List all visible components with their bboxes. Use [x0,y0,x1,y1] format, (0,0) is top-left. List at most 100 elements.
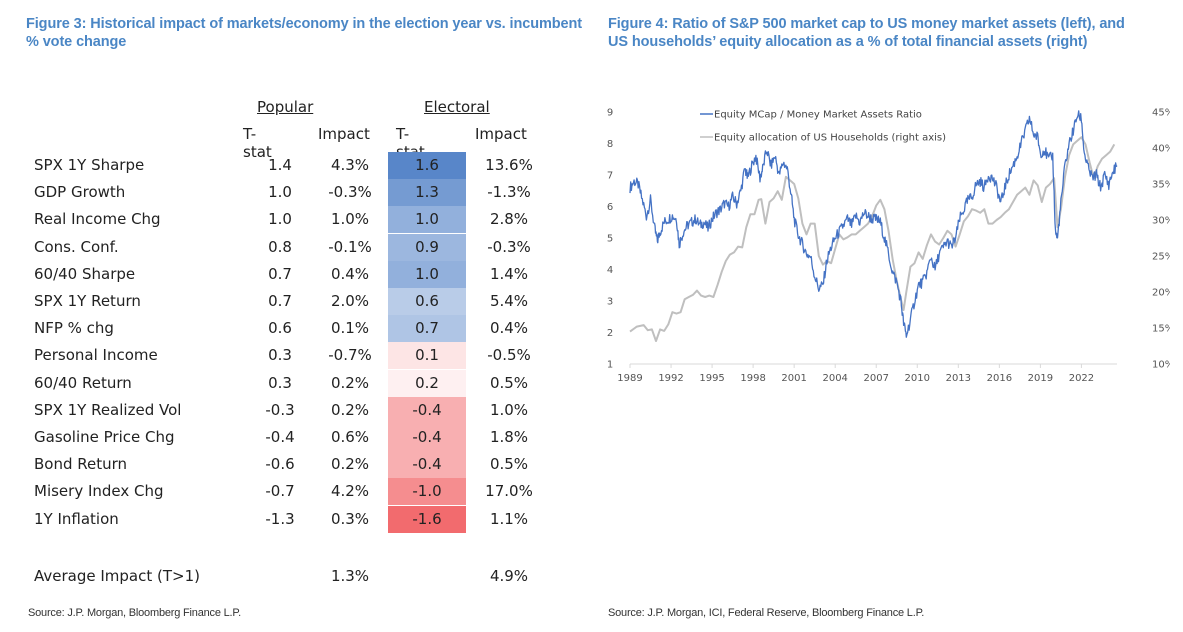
popular-tstat: -0.4 [265,428,295,446]
row-label: Bond Return [34,455,128,474]
x-tick-label: 2004 [822,373,847,384]
table-row: GDP Growth 1.0 -0.3% 1.3 -1.3% [28,179,548,207]
popular-impact: 0.1% [330,319,370,338]
series-layer [629,110,1118,342]
electoral-impact: 13.6% [485,156,533,174]
popular-tstat: 1.4 [268,156,292,174]
table-row: Gasoline Price Chg -0.4 0.6% -0.4 1.8% [28,424,548,451]
row-label: 60/40 Sharpe [34,264,136,283]
series-line-mcap-ratio [629,110,1118,338]
figure-4-source: Source: J.P. Morgan, ICI, Federal Reserv… [608,607,925,619]
popular-tstat: -1.3 [265,509,295,528]
row-label: 1Y Inflation [34,509,119,528]
table-row: Real Income Chg 1.0 1.0% 1.0 2.8% [28,206,548,234]
x-tick-label: 1989 [617,373,642,384]
popular-impact: 4.2% [330,482,370,501]
col-header-electoral-impact: Impact [475,125,527,143]
popular-impact: 1.0% [330,210,370,229]
popular-tstat: -0.7 [265,482,295,501]
electoral-tstat: -1.6 [388,505,466,533]
popular-impact: 4.3% [330,156,370,174]
popular-impact: 2.0% [330,292,370,310]
table-row: SPX 1Y Realized Vol -0.3 0.2% -0.4 1.0% [28,396,548,424]
x-tick-label: 2010 [905,373,930,384]
y-right-tick-label: 45% [1152,108,1170,119]
row-label: Cons. Conf. [34,237,119,256]
popular-tstat: 0.7 [268,292,292,310]
average-impact-row: Average Impact (T>1) 1.3% 4.9% [28,567,548,594]
legend: Equity MCap / Money Market Assets Ratio … [700,110,946,144]
col-header-popular-tstat: T-stat [243,125,272,161]
electoral-tstat: 1.6 [388,152,466,179]
electoral-tstat: 0.2 [388,369,466,397]
y-left-tick-label: 1 [607,360,613,371]
electoral-impact: 0.5% [489,373,529,392]
popular-impact: 0.6% [330,428,370,446]
table-row: Misery Index Chg -0.7 4.2% -1.0 17.0% [28,478,548,506]
y-left-tick-label: 2 [607,328,613,339]
y-left-tick-label: 6 [607,202,613,213]
popular-impact: -0.3% [328,183,372,202]
series-line-household-allocation [629,136,1116,342]
popular-impact: -0.7% [328,346,372,365]
electoral-tstat: 1.0 [388,206,466,234]
popular-tstat: 1.0 [268,210,292,229]
electoral-tstat: 1.3 [388,179,466,207]
y-left-tick-label: 4 [607,265,613,276]
popular-tstat: 0.8 [268,237,292,256]
x-tick-label: 2022 [1069,373,1094,384]
table-row: 60/40 Return 0.3 0.2% 0.2 0.5% [28,369,548,397]
x-tick-label: 2001 [781,373,806,384]
row-label: SPX 1Y Realized Vol [34,400,182,419]
electoral-tstat: -0.4 [388,396,466,424]
figure-3-title: Figure 3: Historical impact of markets/e… [26,16,582,50]
electoral-tstat: -0.4 [388,424,466,451]
y-left-tick-label: 7 [607,171,613,182]
x-tick-label: 1992 [658,373,683,384]
table-row: SPX 1Y Sharpe 1.4 4.3% 1.6 13.6% [28,152,548,179]
row-label: Gasoline Price Chg [34,428,175,446]
y-right-tick-label: 20% [1152,288,1170,299]
x-tick-label: 1998 [740,373,765,384]
electoral-impact: 5.4% [489,292,529,310]
y-left-tick-label: 3 [607,297,613,308]
average-popular-impact: 1.3% [330,567,370,585]
electoral-tstat: -0.4 [388,451,466,479]
electoral-tstat: 0.6 [388,288,466,315]
right-y-axis: 10% 15% 20% 25% 30% 35% 40% 45% [1152,108,1170,371]
electoral-impact: -1.3% [487,183,531,202]
popular-impact: 0.4% [330,264,370,283]
x-tick-label: 2013 [946,373,971,384]
y-left-tick-label: 8 [607,139,613,150]
row-label: 60/40 Return [34,373,132,392]
row-label: GDP Growth [34,183,126,202]
popular-tstat: 0.6 [268,319,292,338]
popular-tstat: 1.0 [268,183,292,202]
electoral-impact: 1.8% [489,428,529,446]
y-right-tick-label: 40% [1152,144,1170,155]
table-row: SPX 1Y Return 0.7 2.0% 0.6 5.4% [28,288,548,315]
electoral-tstat: 0.9 [388,233,466,261]
electoral-impact: 2.8% [489,210,529,229]
average-electoral-impact: 4.9% [489,567,529,585]
popular-tstat: 0.3 [268,346,292,365]
electoral-impact: 1.0% [489,400,529,419]
x-tick-label: 2019 [1028,373,1053,384]
average-impact-label: Average Impact (T>1) [34,567,200,585]
y-right-tick-label: 25% [1152,252,1170,263]
table-row: Cons. Conf. 0.8 -0.1% 0.9 -0.3% [28,233,548,261]
y-right-tick-label: 10% [1152,360,1170,371]
y-left-tick-label: 9 [607,108,613,119]
row-label: Real Income Chg [34,210,161,229]
legend-label-mcap-ratio: Equity MCap / Money Market Assets Ratio [714,110,922,121]
row-label: Personal Income [34,346,158,365]
col-header-popular-impact: Impact [318,125,370,143]
row-label: NFP % chg [34,319,114,338]
electoral-impact: 0.5% [489,455,529,474]
electoral-tstat: 0.7 [388,315,466,343]
popular-impact: 0.2% [330,400,370,419]
row-label: Misery Index Chg [34,482,164,501]
popular-tstat: 0.3 [268,373,292,392]
table-row: Bond Return -0.6 0.2% -0.4 0.5% [28,451,548,479]
